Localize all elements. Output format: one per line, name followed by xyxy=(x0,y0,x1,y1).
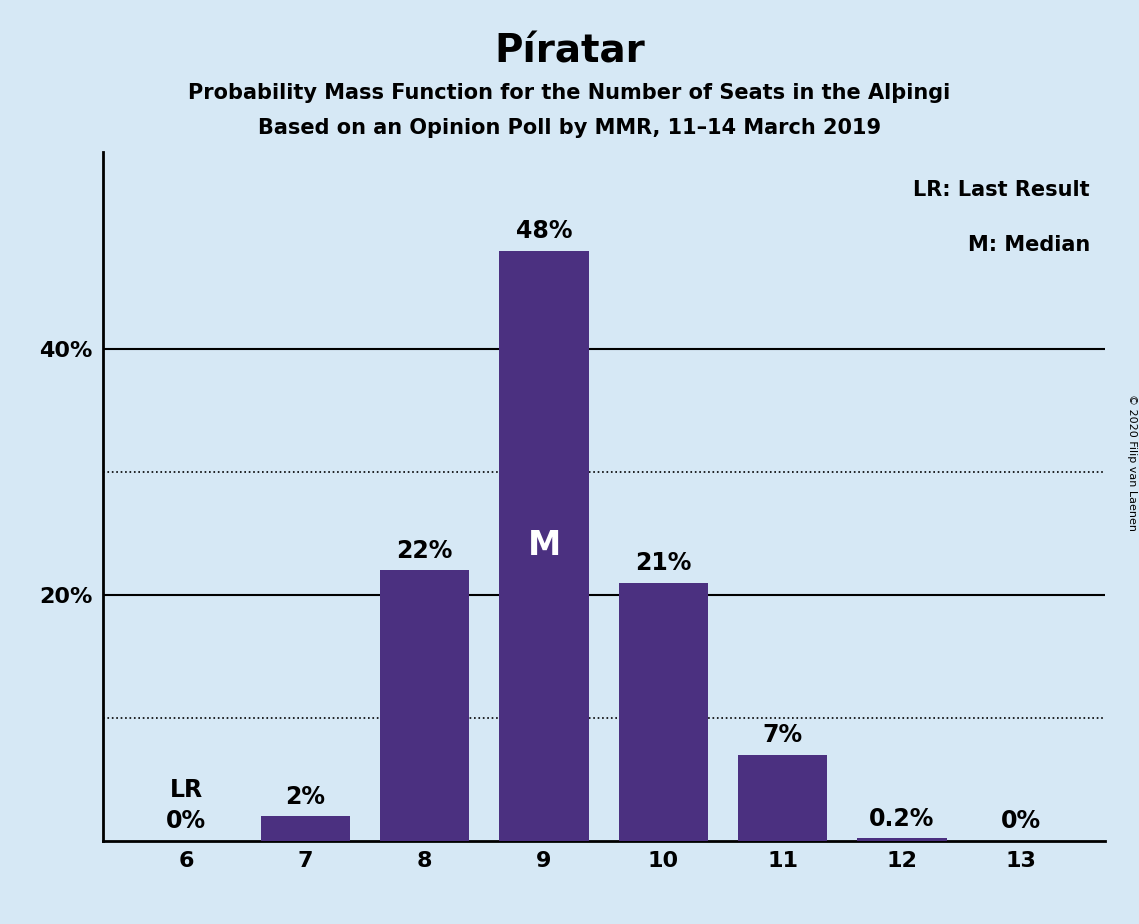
Bar xyxy=(618,583,708,841)
Text: 2%: 2% xyxy=(286,784,326,808)
Bar xyxy=(261,816,350,841)
Text: 0%: 0% xyxy=(166,809,206,833)
Text: 0.2%: 0.2% xyxy=(869,807,935,831)
Text: M: M xyxy=(527,529,560,563)
Text: 22%: 22% xyxy=(396,539,453,563)
Text: 0%: 0% xyxy=(1001,809,1041,833)
Bar xyxy=(738,755,827,841)
Text: 21%: 21% xyxy=(636,552,691,576)
Text: Based on an Opinion Poll by MMR, 11–14 March 2019: Based on an Opinion Poll by MMR, 11–14 M… xyxy=(257,118,882,139)
Bar xyxy=(858,838,947,841)
Bar xyxy=(380,570,469,841)
Text: Píratar: Píratar xyxy=(494,32,645,70)
Text: LR: LR xyxy=(170,777,203,801)
Text: 48%: 48% xyxy=(516,219,572,243)
Text: 7%: 7% xyxy=(763,723,803,748)
Text: Probability Mass Function for the Number of Seats in the Alþingi: Probability Mass Function for the Number… xyxy=(188,83,951,103)
Text: LR: Last Result: LR: Last Result xyxy=(913,180,1090,200)
Text: © 2020 Filip van Laenen: © 2020 Filip van Laenen xyxy=(1126,394,1137,530)
Text: M: Median: M: Median xyxy=(967,235,1090,255)
Bar xyxy=(499,250,589,841)
